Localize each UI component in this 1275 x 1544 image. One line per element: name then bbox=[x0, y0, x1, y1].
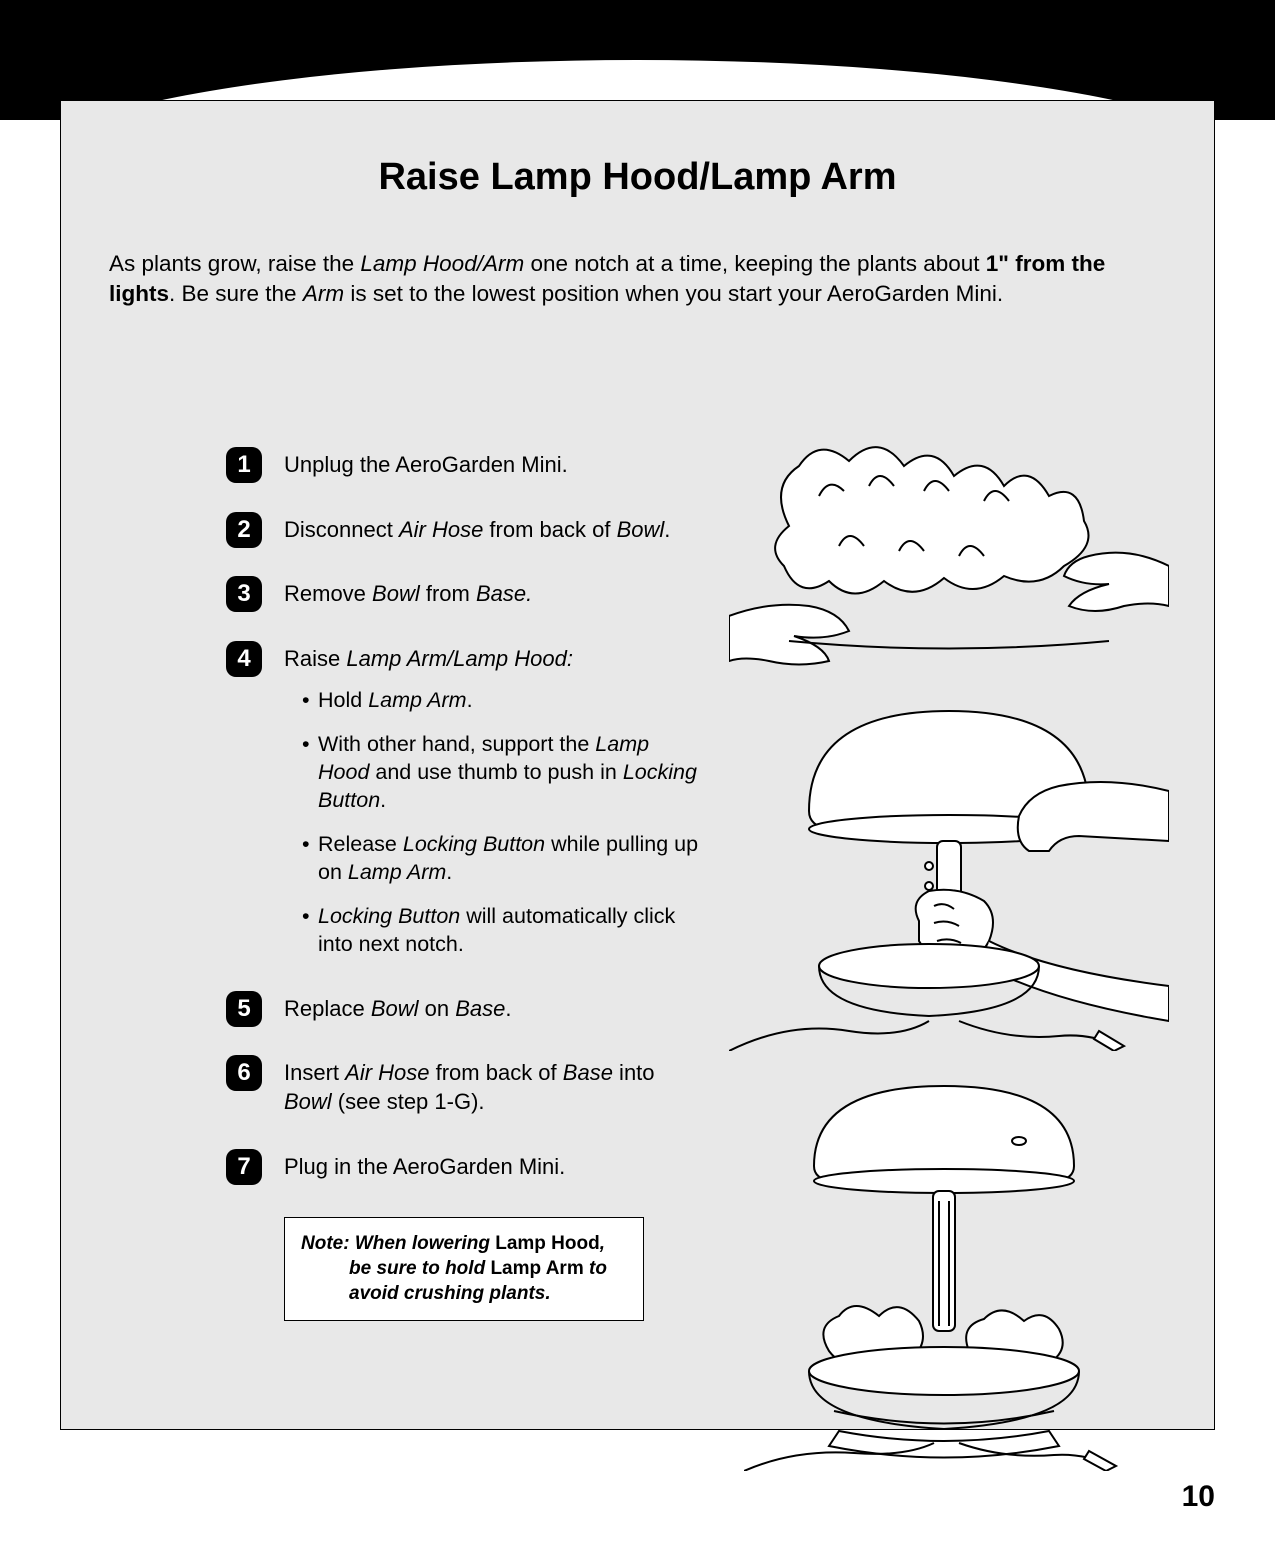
content-panel: Raise Lamp Hood/Lamp Arm As plants grow,… bbox=[60, 100, 1215, 1430]
substep-text: . bbox=[467, 688, 473, 712]
substep-ital: Lamp Arm bbox=[368, 688, 466, 712]
substep-text: Release bbox=[318, 832, 403, 856]
step-5: 5 Replace Bowl on Base. bbox=[226, 995, 701, 1024]
page: Raise Lamp Hood/Lamp Arm As plants grow,… bbox=[0, 0, 1275, 1544]
note-bold: Lamp Arm bbox=[490, 1258, 583, 1279]
step-badge: 4 bbox=[226, 641, 262, 677]
intro-paragraph: As plants grow, raise the Lamp Hood/Arm … bbox=[109, 249, 1166, 310]
substep-text: . bbox=[446, 860, 452, 884]
substep: Hold Lamp Arm. bbox=[302, 687, 701, 715]
step-2: 2 Disconnect Air Hose from back of Bowl. bbox=[226, 516, 701, 545]
step-text: from bbox=[420, 581, 476, 606]
step-text: Plug in the AeroGarden Mini. bbox=[284, 1154, 565, 1179]
step-ital: Base bbox=[563, 1060, 613, 1085]
note-text: When lowering bbox=[355, 1233, 495, 1254]
substep-text: . bbox=[380, 788, 386, 812]
step-ital: Bowl bbox=[284, 1089, 332, 1114]
steps-list: 1 Unplug the AeroGarden Mini. 2 Disconne… bbox=[226, 401, 701, 1321]
substep-ital: Locking Button bbox=[318, 904, 460, 928]
illustration-device-raised bbox=[744, 1071, 1144, 1471]
step-badge: 3 bbox=[226, 576, 262, 612]
step-4: 4 Raise Lamp Arm/Lamp Hood: Hold Lamp Ar… bbox=[226, 645, 701, 959]
note-body: Note: When lowering Lamp Hood, be sure t… bbox=[301, 1232, 627, 1306]
step-badge: 5 bbox=[226, 991, 262, 1027]
substep-ital: Lamp Arm bbox=[348, 860, 446, 884]
intro-text: is set to the lowest position when you s… bbox=[344, 281, 1003, 306]
step-text: from back of bbox=[483, 517, 616, 542]
step-text: Unplug the AeroGarden Mini. bbox=[284, 452, 568, 477]
step-badge: 1 bbox=[226, 447, 262, 483]
substep-text: With other hand, support the bbox=[318, 732, 595, 756]
intro-text: As plants grow, raise the bbox=[109, 251, 360, 276]
step-badge: 2 bbox=[226, 512, 262, 548]
substep: With other hand, support the Lamp Hood a… bbox=[302, 731, 701, 815]
substeps-list: Hold Lamp Arm. With other hand, support … bbox=[284, 687, 701, 959]
substep: Locking Button will automatically click … bbox=[302, 903, 701, 959]
step-ital: Bowl bbox=[371, 996, 419, 1021]
note-bold: Lamp Hood bbox=[495, 1233, 600, 1254]
step-text: on bbox=[419, 996, 456, 1021]
step-text: Insert bbox=[284, 1060, 345, 1085]
step-1: 1 Unplug the AeroGarden Mini. bbox=[226, 451, 701, 480]
intro-ital: Arm bbox=[303, 281, 344, 306]
step-ital: Air Hose bbox=[399, 517, 483, 542]
step-text: Raise bbox=[284, 646, 346, 671]
step-text: into bbox=[613, 1060, 655, 1085]
step-ital: Base bbox=[455, 996, 505, 1021]
substep-ital: Locking Button bbox=[403, 832, 545, 856]
note-box: Note: When lowering Lamp Hood, be sure t… bbox=[284, 1217, 644, 1321]
step-badge: 6 bbox=[226, 1055, 262, 1091]
step-6: 6 Insert Air Hose from back of Base into… bbox=[226, 1059, 701, 1116]
step-text: . bbox=[664, 517, 670, 542]
step-ital: Lamp Arm/Lamp Hood: bbox=[346, 646, 573, 671]
step-7: 7 Plug in the AeroGarden Mini. bbox=[226, 1153, 701, 1182]
step-text: Disconnect bbox=[284, 517, 399, 542]
step-ital: Bowl bbox=[617, 517, 665, 542]
intro-text: one notch at a time, keeping the plants … bbox=[524, 251, 986, 276]
step-ital: Base. bbox=[476, 581, 532, 606]
page-title: Raise Lamp Hood/Lamp Arm bbox=[61, 156, 1214, 199]
step-text: . bbox=[505, 996, 511, 1021]
step-3: 3 Remove Bowl from Base. bbox=[226, 580, 701, 609]
intro-ital: Lamp Hood/Arm bbox=[360, 251, 524, 276]
step-text: from back of bbox=[430, 1060, 563, 1085]
step-ital: Air Hose bbox=[345, 1060, 429, 1085]
step-ital: Bowl bbox=[372, 581, 420, 606]
illustration-plants-hands bbox=[729, 406, 1169, 666]
substep: Release Locking Button while pulling up … bbox=[302, 831, 701, 887]
substep-text: and use thumb to push in bbox=[369, 760, 622, 784]
substep-text: Hold bbox=[318, 688, 368, 712]
step-text: Replace bbox=[284, 996, 371, 1021]
step-text: (see step 1-G). bbox=[332, 1089, 485, 1114]
step-text: Remove bbox=[284, 581, 372, 606]
illustration-raise-arm bbox=[729, 691, 1169, 1051]
note-label: Note: bbox=[301, 1233, 355, 1254]
step-badge: 7 bbox=[226, 1149, 262, 1185]
page-number: 10 bbox=[1182, 1480, 1215, 1514]
intro-text: . Be sure the bbox=[169, 281, 303, 306]
